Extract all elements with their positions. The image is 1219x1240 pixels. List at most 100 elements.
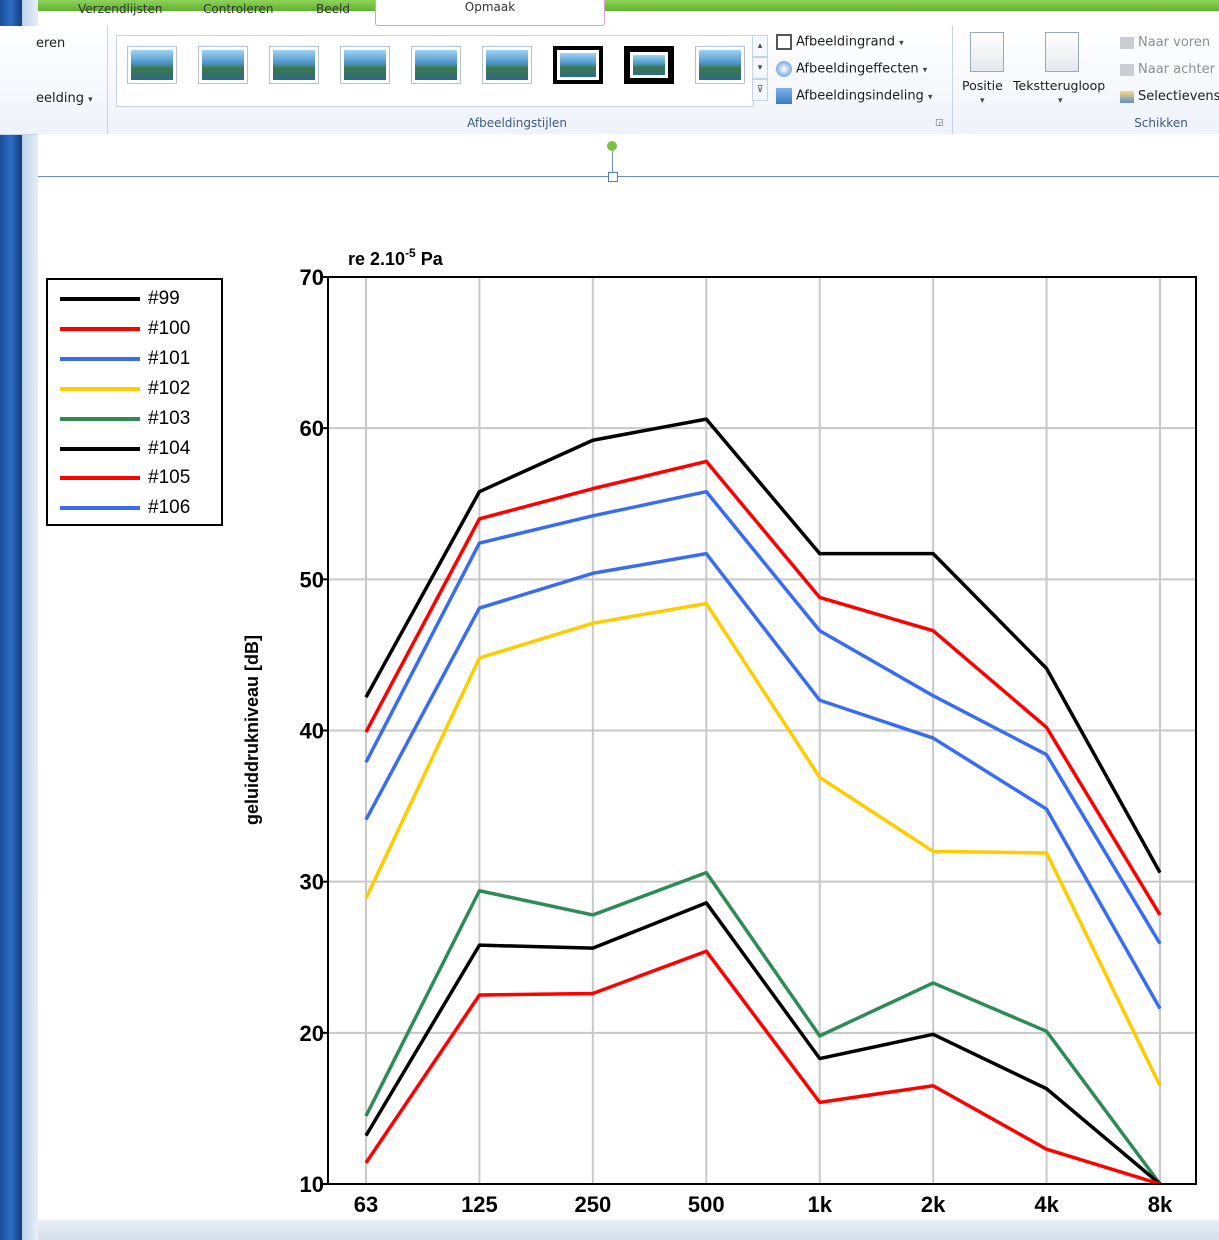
- resize-handle[interactable]: [608, 172, 618, 182]
- legend-item: #102: [60, 378, 220, 400]
- x-tick-label: 1k: [807, 1192, 832, 1217]
- chart-lines: [364, 417, 1162, 1184]
- picture-style-preview: [633, 55, 665, 75]
- send-backward-label: Naar achter: [1138, 62, 1215, 77]
- picture-style-preview: [131, 50, 173, 80]
- series-line: [364, 870, 1162, 1184]
- picture-styles-gallery: [116, 35, 754, 107]
- picture-style-preview: [202, 50, 244, 80]
- picture-style-thumb[interactable]: [269, 46, 319, 84]
- gallery-scroll-up-button[interactable]: ▴: [752, 35, 768, 57]
- dialog-launcher-icon[interactable]: ◲: [935, 118, 944, 128]
- y-tick-label: 40: [300, 719, 324, 744]
- legend-label: #101: [148, 347, 191, 369]
- document-page: [38, 134, 1219, 1220]
- y-tick-label: 20: [300, 1021, 324, 1046]
- legend-item: #104: [60, 438, 220, 460]
- chart-grid: [328, 276, 1196, 1185]
- x-tick-label: 8k: [1148, 1192, 1173, 1217]
- legend-swatch: [60, 297, 140, 301]
- series-line: [364, 901, 1162, 1184]
- picture-style-preview: [344, 50, 386, 80]
- y-tick-label: 70: [300, 265, 324, 290]
- legend-swatch: [60, 506, 140, 511]
- picture-layout-icon: [776, 88, 792, 104]
- picture-effects-label: Afbeeldingeffecten: [796, 61, 919, 77]
- bring-forward-icon: [1120, 36, 1134, 49]
- picture-style-preview: [273, 50, 315, 80]
- dropdown-arrow-icon: ▾: [899, 38, 904, 49]
- picture-effects-button[interactable]: Afbeeldingeffecten ▾: [776, 61, 927, 77]
- chart-title-exponent: -5: [405, 246, 416, 260]
- series-line: [364, 601, 1162, 1087]
- series-line: [364, 949, 1161, 1184]
- send-backward-button[interactable]: Naar achter: [1120, 62, 1215, 77]
- series-line: [364, 459, 1162, 916]
- picture-style-thumb[interactable]: [624, 46, 674, 84]
- legend-label: #103: [148, 407, 191, 429]
- legend-item: #101: [60, 348, 220, 370]
- legend-swatch: [60, 476, 140, 481]
- title-bar-strip: [0, 0, 1219, 11]
- ribbon-partial-command-2[interactable]: eelding ▾: [36, 91, 93, 106]
- picture-style-thumb[interactable]: [482, 46, 532, 84]
- picture-layout-label: Afbeeldingsindeling: [796, 88, 924, 104]
- rotation-handle-line: [612, 144, 613, 174]
- picture-border-button[interactable]: Afbeeldingrand ▾: [776, 34, 904, 50]
- bring-forward-button[interactable]: Naar voren: [1120, 35, 1210, 50]
- bring-forward-label: Naar voren: [1138, 35, 1211, 50]
- legend-label: #99: [148, 288, 180, 309]
- legend-swatch: [60, 386, 140, 391]
- tab-opmaak-label: Opmaak: [464, 0, 516, 14]
- picture-style-preview: [415, 50, 457, 80]
- send-backward-icon: [1120, 63, 1134, 76]
- y-tick-label: 50: [300, 567, 324, 592]
- ribbon-partial-command-2-label: eelding: [36, 91, 84, 106]
- tab-beeld[interactable]: Beeld: [316, 2, 350, 16]
- legend-swatch: [60, 416, 140, 421]
- selection-pane-button[interactable]: Selectievens: [1120, 89, 1219, 104]
- dropdown-arrow-icon: ▾: [927, 92, 933, 103]
- y-tick-labels: 10 20 30 40 50 60 70: [300, 265, 328, 1197]
- x-tick-label: 250: [574, 1192, 611, 1217]
- selection-pane-icon: [1120, 90, 1134, 103]
- gallery-more-button[interactable]: ⊽: [752, 79, 768, 101]
- picture-style-preview: [699, 50, 741, 80]
- ribbon-tab-row: Verzendlijsten Controleren Beeld Opmaak: [40, 0, 1219, 26]
- window-left-edge: [0, 0, 22, 1240]
- text-wrap-icon: [1045, 32, 1079, 72]
- picture-style-thumb[interactable]: [198, 46, 248, 84]
- x-tick-label: 63: [354, 1192, 378, 1217]
- dropdown-arrow-icon: ▾: [1058, 96, 1063, 106]
- picture-style-thumb[interactable]: [695, 46, 745, 84]
- ribbon-separator: [107, 26, 108, 134]
- dropdown-arrow-icon: ▾: [922, 65, 928, 76]
- position-button[interactable]: Positie: [962, 78, 1003, 93]
- picture-effects-icon: [776, 61, 792, 77]
- picture-layout-button[interactable]: Afbeeldingsindeling ▾: [776, 88, 932, 104]
- legend-item: #103: [60, 408, 220, 430]
- x-tick-label: 125: [461, 1192, 498, 1217]
- picture-style-thumb[interactable]: [553, 46, 603, 84]
- y-axis-label: geluiddrukniveau [dB]: [242, 635, 262, 825]
- picture-style-thumb[interactable]: [340, 46, 390, 84]
- ribbon-separator: [952, 26, 953, 134]
- tab-opmaak[interactable]: Opmaak: [375, 0, 605, 26]
- rotation-handle[interactable]: [607, 141, 617, 151]
- y-tick-label: 30: [300, 870, 324, 895]
- tab-verzendlijsten[interactable]: Verzendlijsten: [78, 2, 163, 16]
- series-line: [364, 417, 1162, 874]
- chart-title-unit: Pa: [421, 249, 444, 269]
- tab-controleren[interactable]: Controleren: [203, 2, 274, 16]
- ribbon-partial-command-1[interactable]: eren: [36, 36, 66, 51]
- gallery-scroll-down-button[interactable]: ▾: [752, 57, 768, 79]
- text-wrap-button[interactable]: Tekstterugloop: [1013, 78, 1106, 93]
- legend-label: #102: [148, 377, 191, 399]
- picture-style-thumb[interactable]: [411, 46, 461, 84]
- legend-label: #105: [148, 467, 191, 489]
- picture-border-label: Afbeeldingrand: [796, 34, 896, 50]
- legend-label: #106: [148, 497, 191, 519]
- picture-style-thumb[interactable]: [127, 46, 177, 84]
- dropdown-arrow-icon: ▾: [980, 96, 985, 106]
- legend-swatch: [60, 446, 140, 451]
